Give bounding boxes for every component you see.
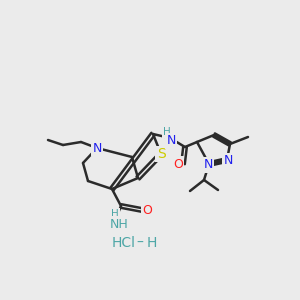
Text: N: N	[223, 154, 233, 167]
Text: N: N	[92, 142, 102, 154]
Text: N: N	[166, 134, 176, 148]
Text: –: –	[136, 236, 143, 250]
Text: O: O	[142, 203, 152, 217]
Text: H: H	[163, 127, 171, 137]
Text: H: H	[147, 236, 157, 250]
Text: NH: NH	[110, 218, 128, 230]
Text: S: S	[157, 147, 165, 161]
Text: H: H	[111, 209, 119, 219]
Text: N: N	[203, 158, 213, 172]
Text: HCl: HCl	[112, 236, 136, 250]
Text: O: O	[173, 158, 183, 170]
